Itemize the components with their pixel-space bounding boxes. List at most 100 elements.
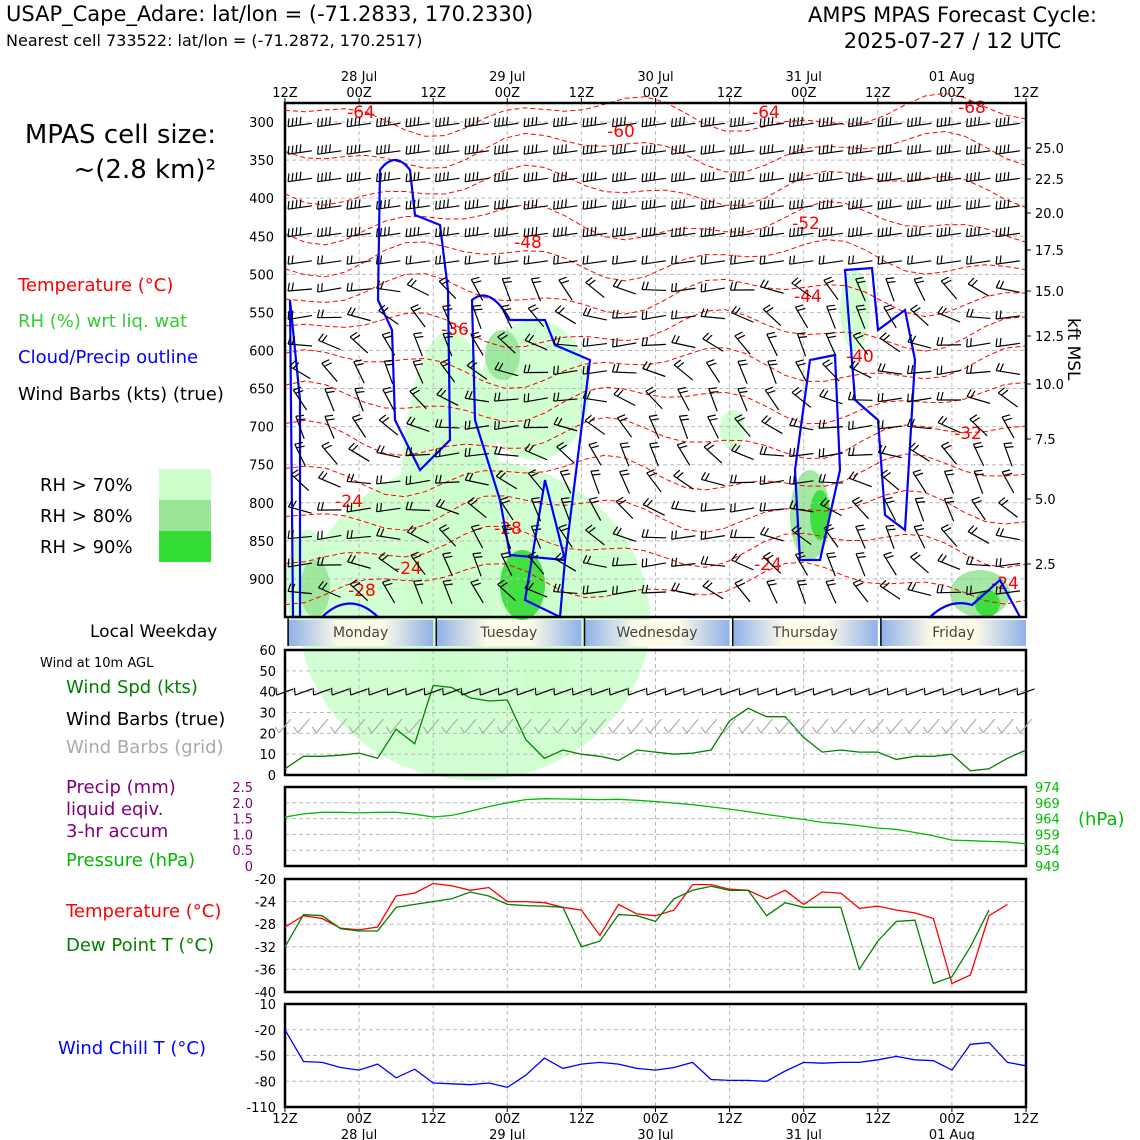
barb-shaft bbox=[480, 688, 498, 696]
wind-barb-flag bbox=[615, 557, 619, 566]
legend-cloud: Cloud/Precip outline bbox=[18, 347, 199, 368]
barb-shaft bbox=[998, 688, 1017, 696]
top-date-label: 01 Aug bbox=[929, 70, 975, 85]
wind-barb bbox=[759, 255, 784, 265]
wind-barb-flag bbox=[442, 304, 451, 308]
pressure-tick-label: 964 bbox=[1035, 813, 1060, 828]
legend-rh90: RH > 90% bbox=[40, 537, 133, 558]
bottom-date-label: 29 Jul bbox=[489, 1128, 525, 1140]
wind-barb bbox=[847, 391, 873, 401]
barb-shaft bbox=[461, 688, 479, 696]
wind-barb-flag bbox=[295, 172, 298, 181]
wind-barb bbox=[294, 441, 306, 467]
wind-barb-flag bbox=[497, 227, 501, 237]
wind-barb-flag bbox=[679, 445, 688, 449]
wind-barb-shaft bbox=[435, 426, 460, 429]
wind-barb-flag bbox=[849, 360, 856, 368]
wind-barb-flag bbox=[472, 582, 481, 587]
wind-barb-flag bbox=[671, 145, 674, 155]
pressure-tick-label: 300 bbox=[249, 116, 274, 131]
wind-barb bbox=[967, 525, 990, 544]
wind-barb bbox=[523, 364, 549, 374]
wind-barb bbox=[877, 420, 902, 430]
wind-barb-shaft bbox=[494, 368, 519, 377]
wind-barb-flag bbox=[287, 255, 290, 265]
wind-barb bbox=[641, 199, 666, 210]
wind-barb-flag bbox=[415, 583, 424, 586]
bottom-time-label: 12Z bbox=[1013, 1112, 1039, 1127]
wind-barb-flag bbox=[295, 390, 304, 394]
wind-barb-flag bbox=[653, 226, 656, 236]
barb-shaft bbox=[297, 718, 310, 734]
wind-barb-flag bbox=[530, 307, 539, 312]
wind-barb-flag bbox=[409, 417, 416, 426]
wind-barb-flag bbox=[354, 172, 357, 181]
wind-barb-flag bbox=[885, 524, 895, 527]
wind-barb-flag bbox=[464, 228, 467, 237]
wind-barb-flag bbox=[326, 390, 335, 394]
wind-barb-flag bbox=[848, 421, 850, 430]
wind-barb-flag bbox=[405, 501, 409, 510]
wind-barb bbox=[764, 386, 780, 411]
wind-barb-shaft bbox=[321, 362, 338, 383]
wind-barb-flag bbox=[847, 447, 851, 456]
surface-barb-true bbox=[349, 687, 368, 696]
wind-barb-flag bbox=[552, 335, 557, 345]
wind-barb-flag bbox=[615, 227, 619, 237]
wind-barb-flag bbox=[940, 117, 943, 127]
wind-barb-flag bbox=[967, 525, 975, 532]
wind-barb bbox=[849, 360, 872, 379]
wind-barb-flag bbox=[379, 200, 383, 209]
wind-barb-flag bbox=[410, 551, 419, 556]
wind-barb bbox=[582, 337, 607, 348]
wind-barb-flag bbox=[941, 441, 950, 447]
wind-barb-flag bbox=[612, 200, 615, 210]
wind-barb bbox=[796, 579, 808, 604]
wind-barb-flag bbox=[825, 579, 835, 583]
wind-barb-flag bbox=[354, 387, 364, 390]
wind-barb-flag bbox=[590, 172, 593, 181]
wind-barb-flag bbox=[768, 583, 777, 586]
wind-barb bbox=[409, 386, 427, 410]
wind-barb-shaft bbox=[641, 288, 667, 292]
wind-barb bbox=[737, 387, 748, 412]
wind-barb-flag bbox=[999, 528, 1005, 537]
wind-barb-flag bbox=[940, 365, 943, 374]
wind-barb-flag bbox=[641, 311, 644, 320]
wind-barb-flag bbox=[1003, 117, 1006, 126]
wind-barb-flag bbox=[912, 469, 922, 473]
wind-barb-shaft bbox=[855, 553, 866, 577]
wind-barb-flag bbox=[826, 117, 829, 126]
wind-barb-flag bbox=[384, 335, 393, 339]
wind-barb-flag bbox=[470, 362, 478, 369]
wind-barb-flag bbox=[528, 444, 535, 453]
wind-barb-shaft bbox=[707, 416, 719, 439]
wind-barb bbox=[877, 144, 902, 155]
wind-barb-shaft bbox=[583, 370, 607, 375]
wind-barb-flag bbox=[412, 389, 420, 395]
wind-barb-flag bbox=[594, 226, 597, 236]
wind-barb-flag bbox=[670, 558, 674, 567]
wind-barb-flag bbox=[499, 472, 506, 479]
wind-barb-flag bbox=[825, 362, 833, 368]
wind-barb-flag bbox=[501, 304, 510, 308]
wind-barb-flag bbox=[700, 228, 703, 237]
barb-shaft bbox=[556, 718, 570, 734]
wind-barb-flag bbox=[612, 118, 615, 127]
barb-flag bbox=[274, 726, 280, 734]
wind-barb-flag bbox=[586, 200, 589, 209]
wind-barb-shaft bbox=[673, 364, 694, 381]
wind-barb-flag bbox=[771, 226, 774, 236]
surface-barb-true bbox=[645, 687, 665, 696]
wind-barb-flag bbox=[885, 144, 888, 154]
wind-barb bbox=[818, 226, 843, 238]
wind-barb bbox=[346, 503, 371, 513]
temperature-contour-label: -52 bbox=[792, 214, 820, 234]
barb-shaft bbox=[945, 718, 959, 734]
wind-barb-flag bbox=[641, 255, 644, 265]
wind-barb-flag bbox=[409, 227, 412, 237]
wind-barb-flag bbox=[295, 117, 298, 126]
precip-tick-label: 1.0 bbox=[232, 828, 253, 843]
wind-barb-flag bbox=[287, 311, 290, 320]
wind-barb-flag bbox=[645, 200, 648, 209]
